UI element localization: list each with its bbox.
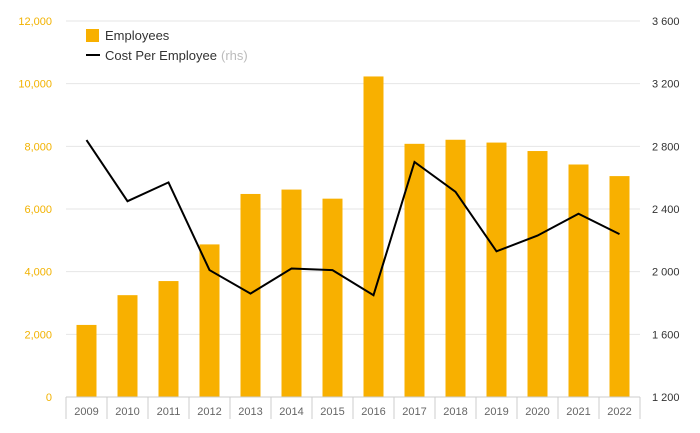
left-axis-tick-label: 0 bbox=[46, 392, 52, 404]
grid-lines bbox=[66, 20, 640, 335]
bar-employees-2011 bbox=[158, 281, 179, 397]
right-axis-tick-label: 1 200 bbox=[652, 392, 680, 404]
bar-employees-2019 bbox=[486, 142, 507, 397]
legend-label-cost-per-employee-group: Cost Per Employee (rhs) bbox=[105, 48, 248, 63]
right-axis-tick-label: 2 800 bbox=[652, 141, 680, 153]
bar-employees-2014 bbox=[281, 189, 302, 397]
left-axis-tick-label: 6,000 bbox=[24, 204, 52, 216]
right-axis-tick-label: 3 200 bbox=[652, 79, 680, 91]
x-axis-tick-label: 2012 bbox=[197, 406, 221, 418]
bar-employees-2012 bbox=[199, 244, 220, 397]
bar-employees-2022 bbox=[609, 176, 630, 397]
cost-per-employee-line bbox=[85, 139, 620, 297]
bar-employees-2015 bbox=[322, 198, 343, 397]
x-axis-tick-label: 2013 bbox=[238, 406, 262, 418]
bar-employees-2021 bbox=[568, 164, 589, 397]
legend: Employees Cost Per Employee (rhs) bbox=[86, 28, 248, 63]
right-axis-tick-label: 2 400 bbox=[652, 204, 680, 216]
x-axis-tick-label: 2010 bbox=[115, 406, 139, 418]
x-axis-tick-label: 2019 bbox=[484, 406, 508, 418]
bar-employees-2018 bbox=[445, 139, 466, 397]
x-axis-tick-label: 2020 bbox=[525, 406, 549, 418]
legend-swatch-employees bbox=[86, 29, 99, 42]
bar-employees-2017 bbox=[404, 143, 425, 397]
x-axis-tick-label: 2016 bbox=[361, 406, 385, 418]
left-axis-tick-label: 8,000 bbox=[24, 141, 52, 153]
left-axis-tick-label: 12,000 bbox=[18, 16, 52, 28]
axes: 0 2,000 4,000 6,000 8,000 10,000 12,000 1 200 1 … bbox=[18, 16, 680, 419]
employees-bars bbox=[76, 76, 630, 398]
x-axis-tick-label: 2014 bbox=[279, 406, 303, 418]
bar-employees-2016 bbox=[363, 76, 384, 398]
x-axis-tick-label: 2017 bbox=[402, 406, 426, 418]
bar-employees-2013 bbox=[240, 193, 261, 397]
right-axis-tick-label: 2 000 bbox=[652, 267, 680, 279]
legend-label-cost-per-employee: Cost Per Employee bbox=[105, 48, 217, 63]
x-axis-tick-label: 2022 bbox=[607, 406, 631, 418]
legend-label-rhs-suffix: (rhs) bbox=[221, 48, 248, 63]
x-axis-tick-label: 2018 bbox=[443, 406, 467, 418]
legend-label-employees: Employees bbox=[105, 28, 170, 43]
x-axis-tick-label: 2009 bbox=[74, 406, 98, 418]
x-axis-tick-label: 2015 bbox=[320, 406, 344, 418]
right-axis-tick-label: 3 600 bbox=[652, 16, 680, 28]
bar-employees-2010 bbox=[117, 295, 138, 397]
line-cost-per-employee bbox=[85, 139, 620, 297]
left-axis-tick-label: 2,000 bbox=[24, 329, 52, 341]
left-axis-tick-label: 4,000 bbox=[24, 267, 52, 279]
right-axis-tick-label: 1 600 bbox=[652, 329, 680, 341]
x-axis-tick-label: 2021 bbox=[566, 406, 590, 418]
x-axis-tick-label: 2011 bbox=[157, 406, 181, 418]
left-axis-tick-label: 10,000 bbox=[18, 79, 52, 91]
bar-employees-2020 bbox=[527, 151, 548, 397]
bar-employees-2009 bbox=[76, 324, 97, 397]
